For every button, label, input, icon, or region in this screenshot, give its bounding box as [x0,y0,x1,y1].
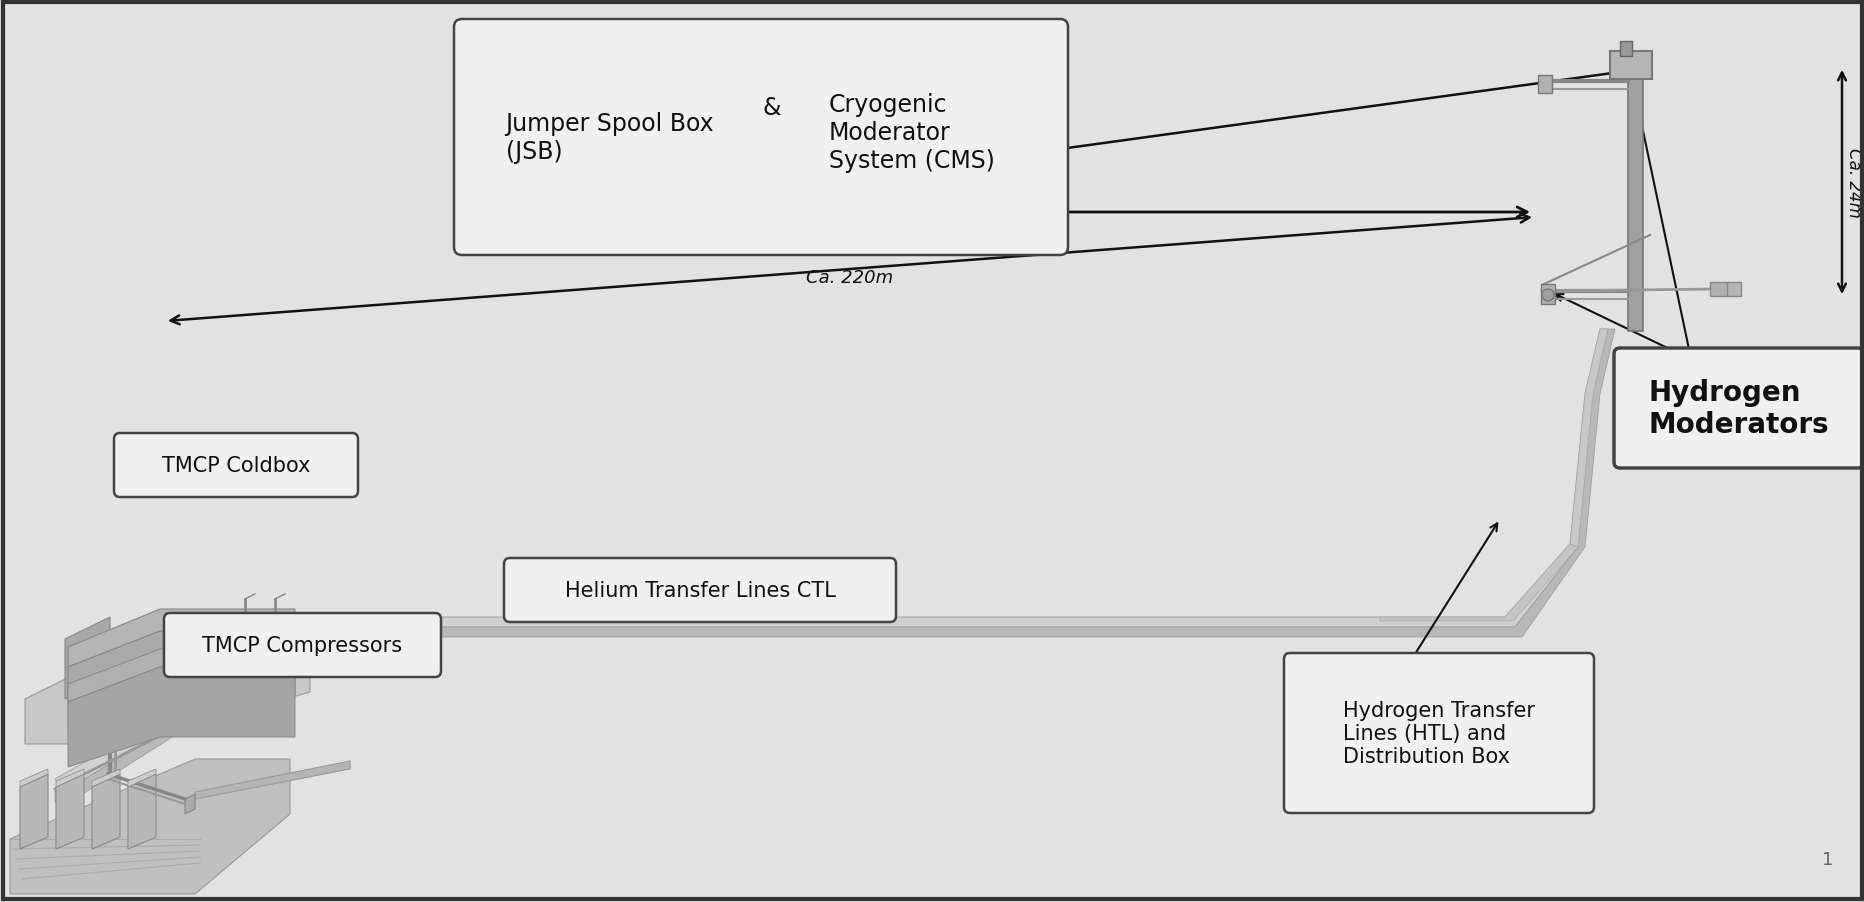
Polygon shape [56,769,84,787]
Text: TMCP Coldbox: TMCP Coldbox [162,456,309,475]
Polygon shape [65,617,110,699]
Text: Hydrogen
Moderators: Hydrogen Moderators [1648,378,1829,438]
Text: Ca. 220m: Ca. 220m [805,269,893,287]
Bar [1627,68,1642,332]
Polygon shape [196,761,350,799]
FancyBboxPatch shape [1282,653,1594,813]
FancyBboxPatch shape [1612,348,1862,468]
Polygon shape [9,759,289,894]
Polygon shape [91,769,119,787]
Polygon shape [67,610,295,667]
Text: TMCP Compressors: TMCP Compressors [203,635,403,655]
Polygon shape [67,667,295,767]
Polygon shape [24,648,309,744]
Text: &: & [762,96,781,120]
FancyBboxPatch shape [503,558,895,622]
Bar [1726,282,1741,297]
Text: 1: 1 [1821,850,1832,868]
Text: Hydrogen Transfer
Lines (HTL) and
Distribution Box: Hydrogen Transfer Lines (HTL) and Distri… [1342,700,1534,767]
FancyBboxPatch shape [164,613,440,677]
Polygon shape [185,794,196,815]
Text: Jumper Spool Box
(JSB): Jumper Spool Box (JSB) [505,112,714,164]
Text: Ca. 24m: Ca. 24m [1843,148,1862,217]
Polygon shape [21,774,48,849]
Text: Cryogenic
Moderator
System (CMS): Cryogenic Moderator System (CMS) [829,93,994,172]
Text: Helium Transfer Lines CTL: Helium Transfer Lines CTL [565,580,835,601]
Polygon shape [1379,545,1577,621]
Polygon shape [54,329,1607,791]
Bar [1609,52,1652,80]
Bar [1620,42,1631,57]
Polygon shape [56,774,84,849]
Circle shape [1542,290,1553,301]
Polygon shape [67,631,295,727]
Polygon shape [67,649,295,703]
Bar [1709,282,1728,297]
FancyBboxPatch shape [114,434,358,497]
Polygon shape [21,769,48,787]
FancyBboxPatch shape [453,20,1068,255]
Bar [1540,285,1555,305]
Bar [1538,76,1551,94]
Polygon shape [54,329,1614,802]
Polygon shape [129,769,157,787]
Polygon shape [91,774,119,849]
Polygon shape [1569,329,1607,548]
Polygon shape [129,774,157,849]
